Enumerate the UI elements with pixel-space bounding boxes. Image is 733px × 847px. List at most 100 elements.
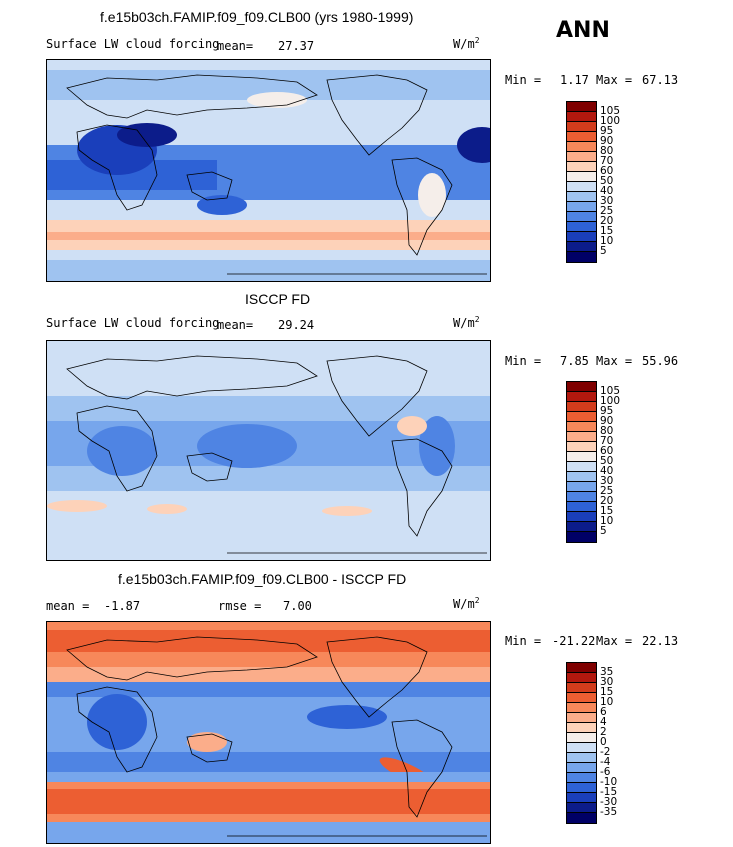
panel3-min-value: -21.22 (552, 634, 596, 648)
colorbar-swatch (567, 382, 596, 392)
colorbar-label: 80 (600, 145, 614, 157)
colorbar-label: 70 (600, 155, 614, 167)
season-label: ANN (556, 18, 610, 43)
colorbar-label: 40 (600, 465, 614, 477)
colorbar-swatch (567, 813, 596, 823)
colorbar-label: 90 (600, 135, 614, 147)
colorbar-swatch (567, 392, 596, 402)
panel2-mean-value: 29.24 (278, 318, 315, 332)
panel3-max-value: 22.13 (642, 634, 679, 648)
colorbar-label: 15 (600, 686, 614, 698)
colorbar-swatch (567, 162, 596, 172)
colorbar-swatch (567, 182, 596, 192)
panel1-min-label: Min = (505, 73, 542, 87)
colorbar-label: 0 (600, 736, 607, 748)
colorbar-label: -6 (600, 766, 611, 778)
colorbar-label: 20 (600, 495, 614, 507)
panel1-min-value: 1.17 (560, 73, 589, 87)
colorbar-swatch (567, 422, 596, 432)
panel2-max-label: Max = (596, 354, 633, 368)
colorbar-swatch (567, 222, 596, 232)
colorbar-label: 4 (600, 716, 607, 728)
colorbar-label: 100 (600, 115, 621, 127)
colorbar-swatch (567, 462, 596, 472)
colorbar-swatch (567, 703, 596, 713)
colorbar-swatch (567, 773, 596, 783)
colorbar-swatch (567, 743, 596, 753)
colorbar-swatch (567, 192, 596, 202)
colorbar-swatch (567, 793, 596, 803)
colorbar-swatch (567, 733, 596, 743)
colorbar-swatch (567, 402, 596, 412)
colorbar-swatch (567, 142, 596, 152)
colorbar-swatch (567, 492, 596, 502)
colorbar-label: 60 (600, 445, 614, 457)
colorbar-label: -2 (600, 746, 611, 758)
colorbar-swatch (567, 723, 596, 733)
colorbar-swatch (567, 112, 596, 122)
colorbar-label: 15 (600, 505, 614, 517)
colorbar-swatch (567, 432, 596, 442)
colorbar-label: 10 (600, 696, 614, 708)
colorbar-label: 2 (600, 726, 607, 738)
panel3-colorbar: 35 30 15 10 6 4 2 0 -2 -4 -6 -10 -15 -30 -35 (566, 662, 617, 824)
colorbar-swatch (567, 522, 596, 532)
colorbar-label: 90 (600, 415, 614, 427)
panel3-mean-value: -1.87 (104, 599, 141, 613)
colorbar-swatch (567, 152, 596, 162)
panel1-mean-label: mean= (217, 39, 254, 53)
colorbar-swatch (567, 252, 596, 262)
colorbar-swatch (567, 673, 596, 683)
colorbar-label: -4 (600, 756, 611, 768)
colorbar-swatch (567, 202, 596, 212)
colorbar-swatch (567, 763, 596, 773)
panel2-min-label: Min = (505, 354, 542, 368)
panel2-subtitle: Surface LW cloud forcing (46, 316, 220, 330)
colorbar-swatch (567, 663, 596, 673)
colorbar-label: 50 (600, 455, 614, 467)
colorbar-label: 105 (600, 105, 621, 117)
colorbar-label: 50 (600, 175, 614, 187)
colorbar-label: -10 (600, 776, 618, 788)
colorbar-label: 15 (600, 225, 614, 237)
colorbar-swatch (567, 452, 596, 462)
colorbar-label: 70 (600, 435, 614, 447)
colorbar-swatch (567, 412, 596, 422)
panel1-max-label: Max = (596, 73, 633, 87)
colorbar-swatch (567, 212, 596, 222)
colorbar-label: 30 (600, 195, 614, 207)
panel1-max-value: 67.13 (642, 73, 679, 87)
panel1-title: f.e15b03ch.FAMIP.f09_f09.CLB00 (yrs 1980… (100, 9, 414, 25)
colorbar-label: -15 (600, 786, 618, 798)
panel3-min-label: Min = (505, 634, 542, 648)
colorbar-swatch (567, 512, 596, 522)
colorbar-label: 20 (600, 215, 614, 227)
colorbar-label: 5 (600, 245, 607, 257)
colorbar-label: -30 (600, 796, 618, 808)
colorbar-label: 95 (600, 405, 614, 417)
colorbar-label: 95 (600, 125, 614, 137)
colorbar-swatch (567, 242, 596, 252)
panel3-max-label: Max = (596, 634, 633, 648)
colorbar-swatch (567, 132, 596, 142)
colorbar-swatch (567, 232, 596, 242)
panel3-rmse-value: 7.00 (283, 599, 312, 613)
colorbar-label: 30 (600, 475, 614, 487)
colorbar-swatch (567, 472, 596, 482)
panel2-map (46, 340, 491, 561)
colorbar-swatch (567, 532, 596, 542)
colorbar-label: 40 (600, 185, 614, 197)
colorbar-swatch (567, 803, 596, 813)
panel2-mean-label: mean= (217, 318, 254, 332)
colorbar-label: -35 (600, 806, 618, 818)
colorbar-swatch (567, 102, 596, 112)
colorbar-swatch (567, 783, 596, 793)
colorbar-swatch (567, 172, 596, 182)
colorbar-label: 10 (600, 235, 614, 247)
colorbar-swatch (567, 502, 596, 512)
colorbar-label: 6 (600, 706, 607, 718)
panel3-rmse-label: rmse = (218, 599, 262, 613)
panel3-title: f.e15b03ch.FAMIP.f09_f09.CLB00 - ISCCP F… (118, 571, 407, 587)
panel1-subtitle: Surface LW cloud forcing (46, 37, 220, 51)
panel1-mean-value: 27.37 (278, 39, 315, 53)
